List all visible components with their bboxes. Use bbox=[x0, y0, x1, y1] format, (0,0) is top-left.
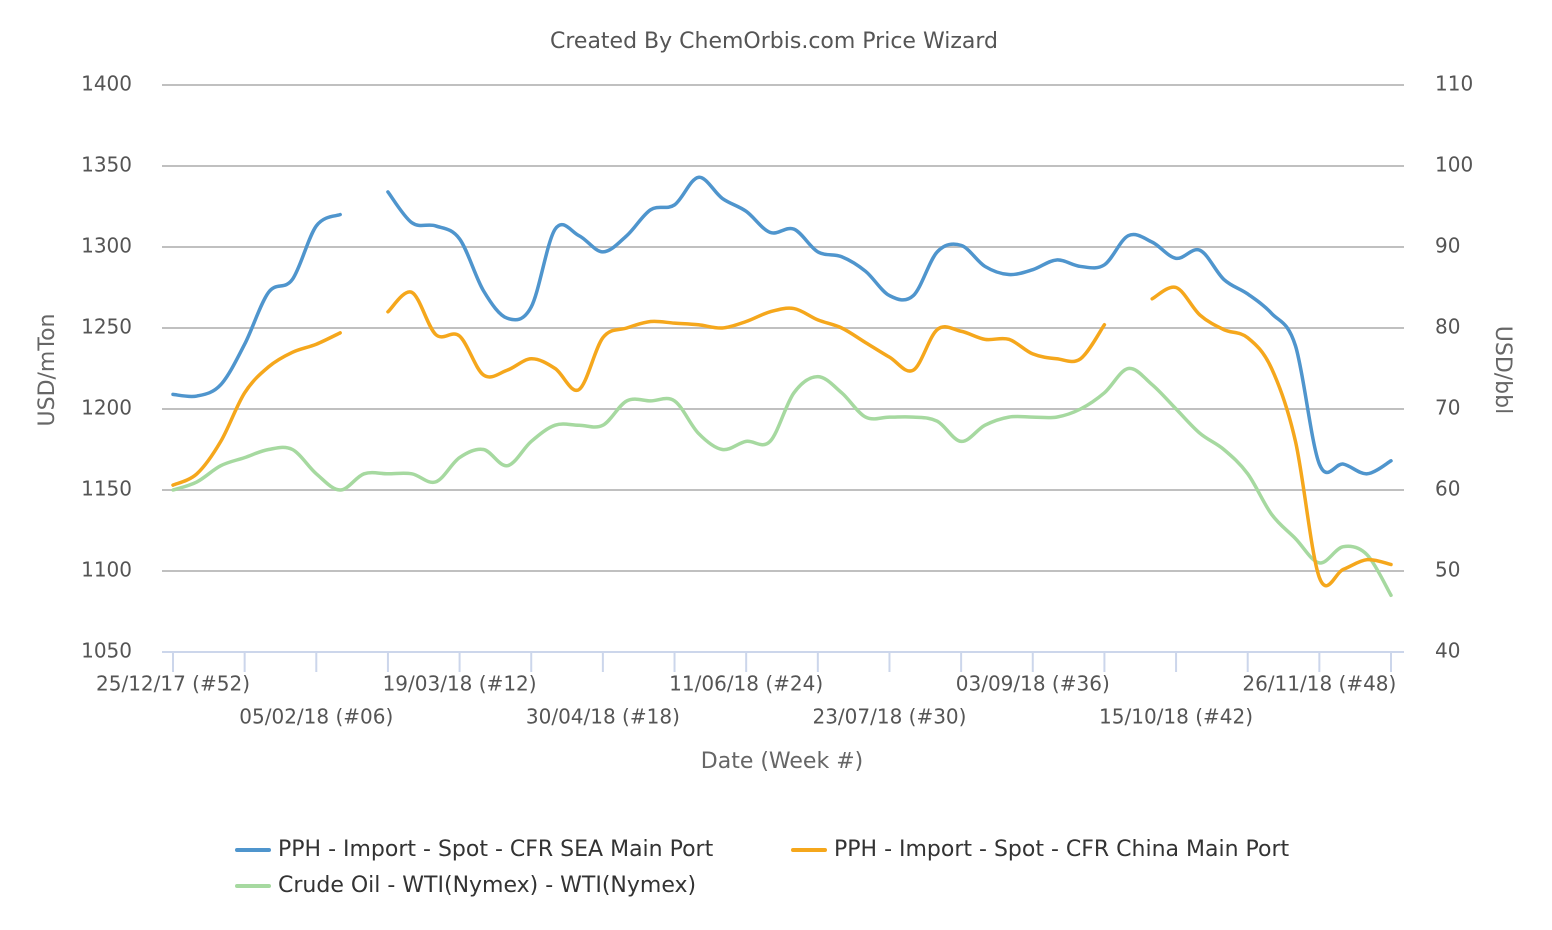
y-tick-label: 1150 bbox=[81, 477, 132, 501]
x-tick-label: 03/09/18 (#36) bbox=[956, 672, 1110, 696]
line-series bbox=[171, 331, 342, 487]
y2-tick-label: 100 bbox=[1435, 153, 1473, 177]
line-series bbox=[171, 212, 342, 399]
chart-title: Created By ChemOrbis.com Price Wizard bbox=[550, 29, 998, 54]
y-tick-label: 1100 bbox=[81, 558, 132, 582]
y-axis-label: USD/mTon bbox=[35, 314, 60, 427]
line-series bbox=[171, 366, 1393, 598]
x-tick-label: 30/04/18 (#18) bbox=[526, 705, 680, 729]
y2-axis-label: USD/bbl bbox=[1490, 326, 1515, 414]
line-series bbox=[386, 290, 1107, 393]
x-tick-label: 25/12/17 (#52) bbox=[96, 672, 250, 696]
y2-tick-label: 60 bbox=[1435, 477, 1460, 501]
legend-label: PPH - Import - Spot - CFR China Main Por… bbox=[834, 837, 1290, 862]
y-tick-label: 1050 bbox=[81, 639, 132, 663]
x-tick-label: 05/02/18 (#06) bbox=[239, 705, 393, 729]
x-tick-label: 26/11/18 (#48) bbox=[1242, 672, 1396, 696]
legend-label: PPH - Import - Spot - CFR SEA Main Port bbox=[278, 837, 714, 862]
x-axis-label: Date (Week #) bbox=[701, 749, 863, 774]
x-tick-label: 19/03/18 (#12) bbox=[383, 672, 537, 696]
y2-tick-label: 110 bbox=[1435, 72, 1473, 96]
y2-tick-label: 50 bbox=[1435, 558, 1460, 582]
x-tick-label: 11/06/18 (#24) bbox=[669, 672, 823, 696]
x-tick-label: 23/07/18 (#30) bbox=[812, 705, 966, 729]
y-tick-label: 1300 bbox=[81, 234, 132, 258]
x-tick-label: 15/10/18 (#42) bbox=[1099, 705, 1253, 729]
y2-tick-label: 70 bbox=[1435, 396, 1460, 420]
y2-tick-label: 90 bbox=[1435, 234, 1460, 258]
line-series bbox=[1150, 285, 1393, 588]
y-tick-label: 1200 bbox=[81, 396, 132, 420]
y2-tick-label: 80 bbox=[1435, 315, 1460, 339]
line-series bbox=[386, 175, 1393, 476]
y-tick-label: 1250 bbox=[81, 315, 132, 339]
y2-tick-label: 40 bbox=[1435, 639, 1460, 663]
y-tick-label: 1400 bbox=[81, 72, 132, 96]
legend-label: Crude Oil - WTI(Nymex) - WTI(Nymex) bbox=[278, 873, 696, 898]
y-tick-label: 1350 bbox=[81, 153, 132, 177]
